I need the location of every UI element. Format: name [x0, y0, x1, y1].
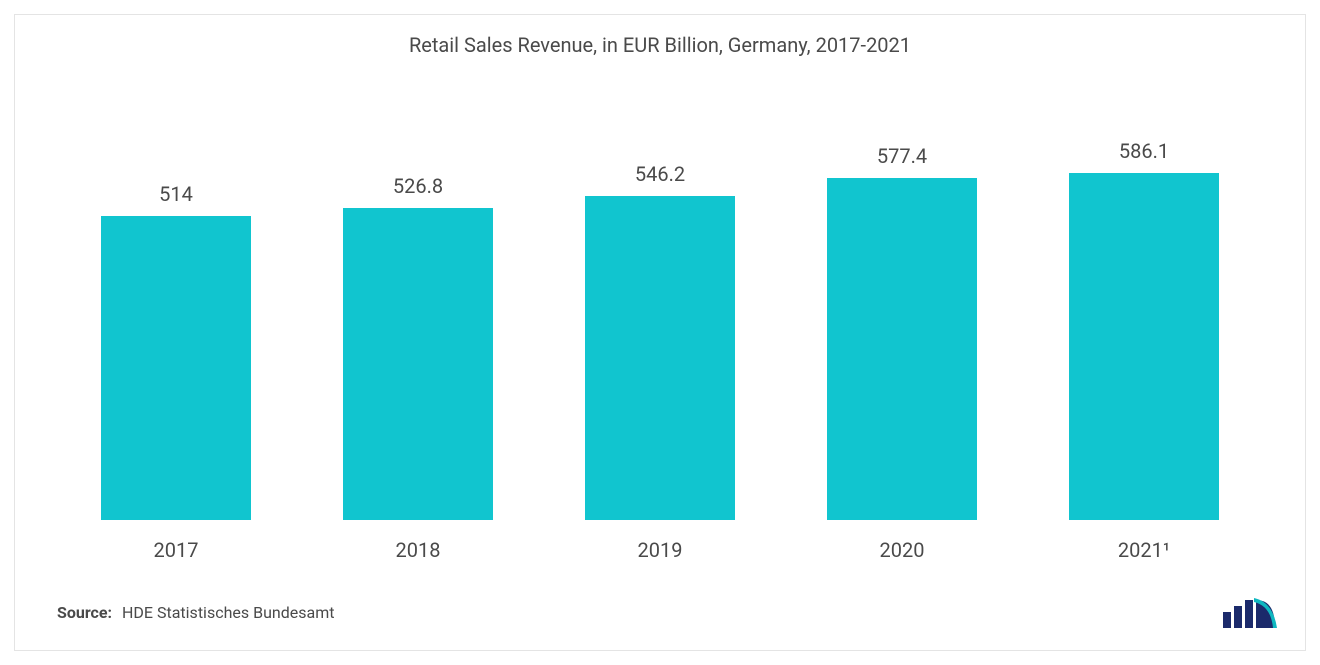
x-axis-label: 2020 [781, 538, 1023, 562]
bar-group: 586.1 [1023, 135, 1265, 520]
chart-title: Retail Sales Revenue, in EUR Billion, Ge… [15, 15, 1305, 57]
bar-value-label: 546.2 [635, 162, 685, 186]
bar-value-label: 526.8 [393, 174, 443, 198]
brand-logo [1223, 598, 1277, 628]
chart-plot-area: 514526.8546.2577.4586.1 2017201820192020… [55, 135, 1265, 520]
x-axis-labels: 20172018201920202021¹ [55, 538, 1265, 562]
bar-group: 514 [55, 135, 297, 520]
bar-group: 526.8 [297, 135, 539, 520]
bar [827, 178, 977, 520]
bar [1069, 173, 1219, 520]
x-axis-label: 2018 [297, 538, 539, 562]
x-axis-label: 2021¹ [1023, 538, 1265, 562]
x-axis-label: 2017 [55, 538, 297, 562]
chart-card: Retail Sales Revenue, in EUR Billion, Ge… [14, 14, 1306, 651]
bar [585, 196, 735, 520]
bar-value-label: 586.1 [1119, 139, 1169, 163]
bars-container: 514 526.8 546.2 577.4 586.1 [55, 135, 1265, 520]
bar-group: 546.2 [539, 135, 781, 520]
bar-value-label: 577.4 [877, 144, 927, 168]
x-axis-label: 2019 [539, 538, 781, 562]
mordor-logo-icon [1223, 598, 1277, 628]
bar-group: 577.4 [781, 135, 1023, 520]
source-line: Source: HDE Statistisches Bundesamt [57, 603, 334, 622]
source-label: Source: [57, 603, 112, 622]
source-text: HDE Statistisches Bundesamt [122, 603, 334, 622]
bar [343, 208, 493, 520]
bar [101, 216, 251, 520]
bar-value-label: 514 [159, 182, 193, 206]
